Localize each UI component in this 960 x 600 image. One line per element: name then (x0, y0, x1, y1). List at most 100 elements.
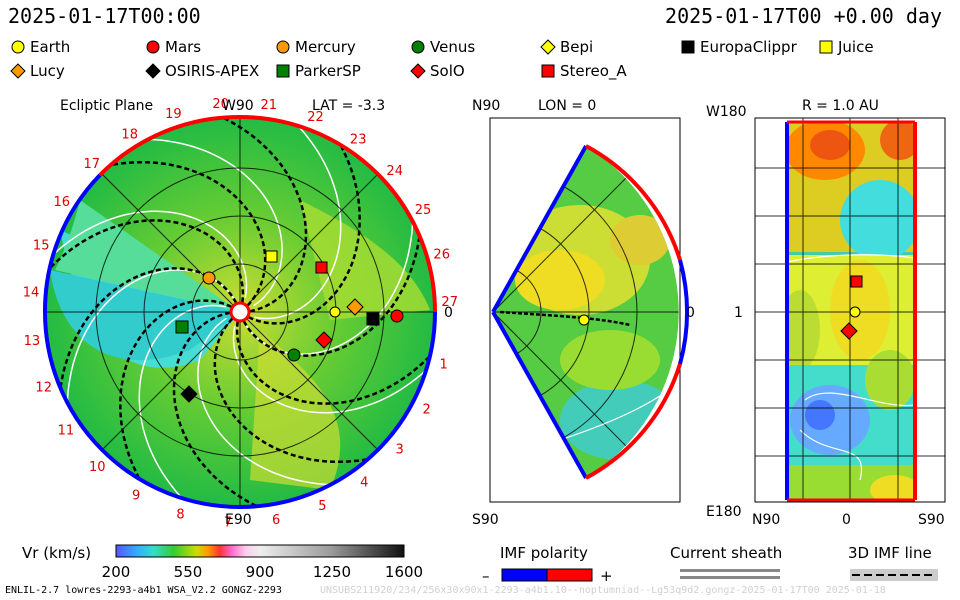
legend-item-parkersp: ParkerSP (275, 62, 361, 80)
header-right-time: 2025-01-17T00 +0.00 day (665, 4, 942, 28)
legend-item-lucy: Lucy (10, 62, 65, 80)
meridional-right-label: 0 (686, 305, 695, 321)
carrington-tick-label: 20 (212, 97, 229, 112)
legend-label: Mercury (295, 38, 356, 56)
imf-line-legend: 3D IMF line (848, 544, 938, 581)
legend-item-europaclippr: EuropaClippr (680, 38, 797, 56)
sphere-title: R = 1.0 AU (802, 98, 879, 114)
legend-label: Juice (838, 38, 874, 56)
mars-marker (390, 309, 404, 323)
legend-item-bepi: Bepi (540, 38, 593, 56)
diamond-icon (10, 63, 26, 79)
venus-marker (287, 348, 301, 362)
square-icon (681, 40, 695, 54)
sphere-bottom-zero: 0 (842, 512, 851, 528)
legend-label: EuropaClippr (700, 38, 797, 56)
meridional-bottom-label: S90 (472, 512, 499, 528)
stereo-a-marker (315, 261, 328, 274)
circle-icon (146, 40, 160, 54)
square-icon (819, 40, 833, 54)
carrington-tick-label: 23 (350, 132, 367, 147)
legend-item-stereo-a: Stereo_A (540, 62, 627, 80)
carrington-tick-label: 9 (132, 489, 140, 504)
carrington-tick-label: 10 (89, 460, 106, 475)
europaclippr-marker (366, 312, 380, 326)
carrington-tick-label: 4 (360, 475, 368, 490)
carrington-tick-label: 22 (307, 110, 324, 125)
object-legend: Earth Mars Mercury Venus Bepi EuropaClippr Jui… (10, 38, 950, 84)
diamond-icon (410, 63, 426, 79)
legend-item-juice: Juice (818, 38, 874, 56)
carrington-tick-label: 26 (433, 248, 450, 263)
legend-item-venus: Venus (410, 38, 475, 56)
legend-item-earth: Earth (10, 38, 70, 56)
carrington-tick-label: 5 (318, 499, 326, 514)
circle-icon (276, 40, 290, 54)
sphere-top-left: W180 (706, 104, 747, 120)
earth-marker-sphere (849, 306, 861, 318)
carrington-tick-label: 27 (441, 295, 458, 310)
colorbar-label: Vr (km/s) (22, 544, 91, 562)
legend-label: Bepi (560, 38, 594, 56)
carrington-tick-label: 11 (58, 423, 75, 438)
osiris-apex-marker (180, 385, 198, 403)
legend-label: Earth (30, 38, 71, 56)
diamond-icon (145, 63, 161, 79)
earth-marker (329, 306, 341, 318)
velocity-colorbar: Vr (km/s) 200 550 900 1250 1600 (22, 544, 423, 581)
current-sheath-legend: Current sheath (670, 544, 782, 579)
meridional-top-label: N90 (472, 98, 500, 114)
earth-marker-meridional (578, 314, 590, 326)
imfline-title: 3D IMF line (848, 544, 932, 562)
header-left-time: 2025-01-17T00:00 (8, 4, 201, 28)
imf-polarity-legend: IMF polarity – + (482, 544, 613, 585)
meridional-plane-plot: N90 LON = 0 S90 0 (472, 98, 695, 528)
colorbar-tick-label: 900 (246, 563, 275, 581)
carrington-tick-label: 18 (121, 127, 138, 142)
carrington-tick-label: 12 (35, 381, 52, 396)
carrington-tick-label: 14 (23, 286, 40, 301)
ecliptic-lat-label: LAT = -3.3 (312, 98, 385, 114)
sphere-bottom-left: E180 (706, 504, 742, 520)
carrington-tick-label: 21 (261, 98, 278, 113)
ecliptic-right-label: 0 (444, 305, 453, 321)
carrington-tick-label: 24 (386, 164, 403, 179)
ecliptic-bottom-label: E90 (225, 512, 252, 528)
mercury-marker (202, 271, 216, 285)
colorbar-tick-label: 200 (102, 563, 131, 581)
sphere-map-plot: R = 1.0 AU W180 E180 1 N90 0 S90 (706, 98, 946, 528)
lucy-marker (346, 298, 364, 316)
carrington-tick-label: 2 (422, 402, 430, 417)
juice-marker (265, 250, 278, 263)
carrington-tick-label: 15 (33, 239, 50, 254)
carrington-tick-label: 7 (224, 516, 232, 531)
colorbar-tick-label: 550 (174, 563, 203, 581)
footer-model-info: ENLIL-2.7 lowres-2293-a4b1 WSA_V2.2 GONG… (5, 585, 282, 596)
legend-label: SolO (430, 62, 465, 80)
stereo-a-marker-sphere (850, 275, 863, 288)
sphere-bottom-n: N90 (752, 512, 780, 528)
parkersp-marker (175, 320, 189, 334)
footer-watermark: UNSUBS211920/234/256x30x90x1-2293-a4b1.1… (320, 585, 886, 596)
carrington-tick-label: 1 (439, 357, 447, 372)
carrington-tick-label: 16 (54, 195, 71, 210)
carrington-tick-label: 17 (84, 157, 101, 172)
circle-icon (411, 40, 425, 54)
legend-item-solo: SolO (410, 62, 465, 80)
imf-plus: + (600, 567, 613, 585)
legend-item-mercury: Mercury (275, 38, 356, 56)
carrington-tick-label: 3 (395, 442, 403, 457)
solo-marker-sphere (840, 322, 858, 340)
square-icon (276, 64, 290, 78)
solo-marker (315, 331, 333, 349)
circle-icon (11, 40, 25, 54)
sheath-title: Current sheath (670, 544, 782, 562)
legend-label: OSIRIS-APEX (165, 62, 260, 80)
legend-label: Venus (430, 38, 476, 56)
legend-label: Stereo_A (560, 62, 627, 80)
carrington-tick-label: 8 (176, 507, 184, 522)
imf-minus: – (482, 567, 490, 585)
